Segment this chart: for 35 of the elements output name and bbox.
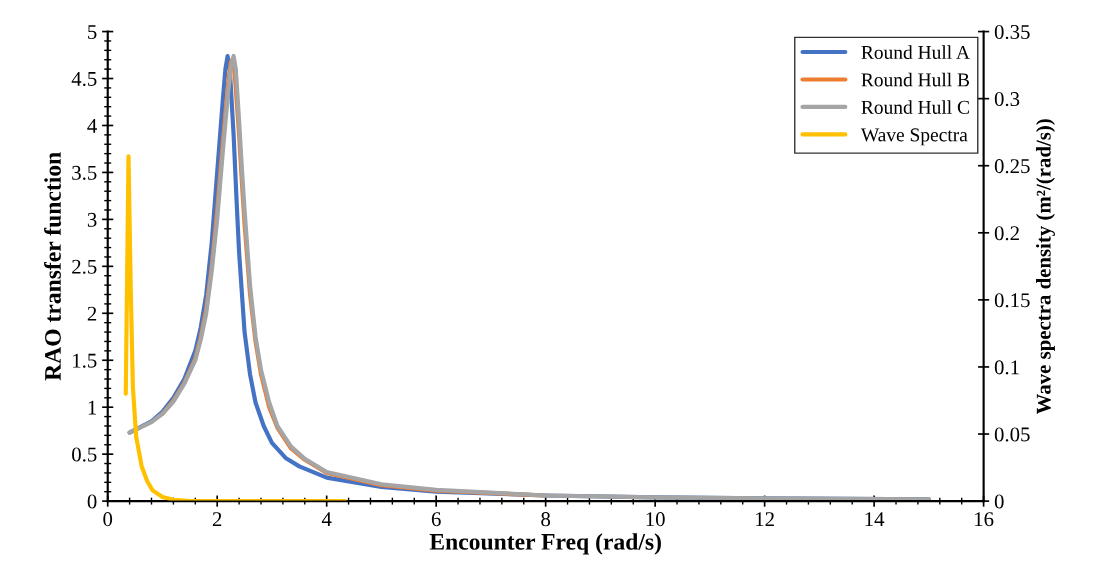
- y-tick-label: 2: [87, 306, 97, 321]
- y2-tick-label: 0.35: [994, 24, 1030, 40]
- legend-label: Round Hull C: [861, 100, 969, 114]
- x-tick-label: 4: [321, 512, 332, 526]
- legend-label: Round Hull A: [861, 45, 970, 59]
- x-tick-label: 0: [103, 512, 113, 527]
- y2-axis-title: Wave spectra density (m²/(rad/s)): [1036, 119, 1055, 415]
- y-tick-label: 3: [87, 212, 97, 227]
- y2-tick-label: 0.05: [994, 427, 1030, 442]
- y-tick-label: 1.5: [73, 353, 97, 368]
- y-tick-label: 5: [88, 25, 97, 39]
- x-tick-label: 8: [541, 512, 551, 527]
- legend-label: Round Hull B: [861, 72, 970, 87]
- x-tick-label: 16: [975, 512, 994, 527]
- y-tick-label: 3.5: [72, 165, 97, 180]
- x-tick-label: 2: [212, 512, 222, 526]
- x-tick-label: 10: [646, 512, 665, 527]
- y2-tick-label: 0.1: [994, 360, 1019, 375]
- y-tick-label: 4.5: [71, 72, 97, 87]
- y-axis-title: RAO transfer function: [44, 152, 61, 381]
- y2-tick-label: 0: [994, 494, 1004, 509]
- y2-tick-label: 0.15: [994, 293, 1030, 308]
- x-tick-label: 12: [756, 512, 774, 526]
- y2-tick-label: 0.2: [994, 226, 1019, 241]
- x-axis-title: Encounter Freq (rad/s): [429, 533, 661, 555]
- y2-tick-label: 0.3: [994, 92, 1020, 107]
- x-tick-label: 6: [431, 512, 441, 527]
- y-tick-label: 4: [87, 118, 97, 133]
- y-tick-label: 0: [87, 494, 97, 509]
- y-tick-label: 1: [88, 400, 97, 415]
- y-tick-label: 2.5: [72, 259, 97, 274]
- legend-label: Wave Spectra: [860, 128, 968, 146]
- y2-tick-label: 0.25: [994, 159, 1030, 174]
- y-tick-label: 0.5: [72, 447, 97, 462]
- x-tick-label: 14: [865, 512, 885, 526]
